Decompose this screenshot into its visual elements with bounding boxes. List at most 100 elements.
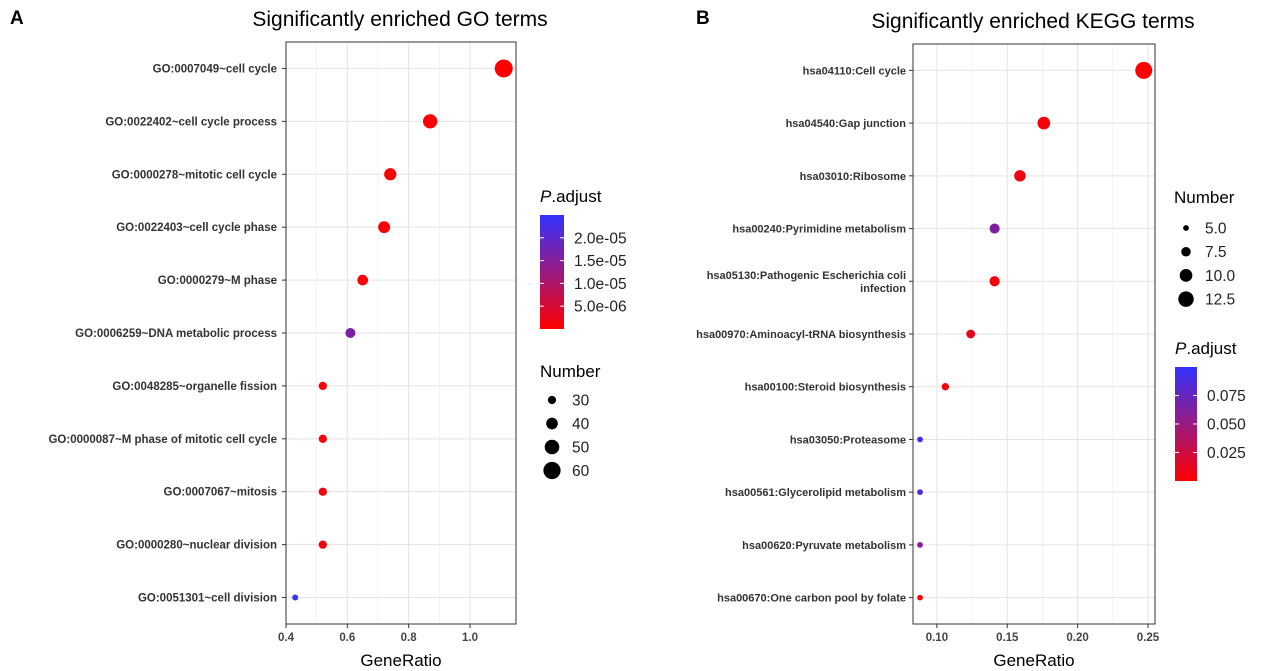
data-point — [318, 487, 327, 496]
category-label-line: infection — [860, 283, 906, 295]
size-legend-circle — [1181, 246, 1191, 257]
panel-letter: A — [10, 8, 24, 29]
chart-title: Significantly enriched GO terms — [252, 8, 547, 31]
size-legend-label: 10.0 — [1205, 268, 1236, 285]
category-label: hsa04540:Gap junction — [786, 118, 907, 130]
color-legend-title-rest: .adjust — [1186, 339, 1236, 358]
color-legend-label: 1.0e-05 — [574, 276, 627, 293]
color-legend-bar — [1175, 367, 1197, 481]
category-label: hsa00620:Pyruvate metabolism — [742, 540, 906, 552]
size-legend-label: 7.5 — [1205, 244, 1227, 261]
category-label-line: GO:0048285~organelle fission — [112, 381, 277, 393]
category-label: GO:0051301~cell division — [138, 593, 277, 605]
category-label-line: GO:0000280~nuclear division — [116, 540, 277, 552]
data-point — [1037, 116, 1051, 130]
size-legend-circle — [544, 439, 560, 455]
color-legend-label: 0.050 — [1207, 417, 1246, 434]
category-label: GO:0022402~cell cycle process — [105, 116, 277, 128]
color-legend-title-italic: P — [1175, 339, 1187, 358]
x-tick-label: 0.8 — [401, 632, 418, 644]
data-points — [917, 61, 1153, 601]
x-tick-label: 1.0 — [462, 632, 478, 644]
category-label-line: GO:0051301~cell division — [138, 593, 277, 605]
category-label: hsa00561:Glycerolipid metabolism — [725, 487, 906, 499]
data-point — [318, 540, 327, 549]
category-label-line: GO:0000279~M phase — [158, 275, 277, 287]
color-legend: P.adjust 2.0e-05 1.5e-05 1.0e-05 5.0e-06 — [540, 187, 627, 329]
x-axis-label: GeneRatio — [360, 651, 441, 670]
color-legend-title-rest: .adjust — [551, 187, 601, 206]
x-tick-label: 0.10 — [926, 632, 948, 644]
category-label: hsa00970:Aminoacyl-tRNA biosynthesis — [696, 329, 906, 341]
color-legend-title-italic: P — [540, 187, 552, 206]
color-legend-title: P.adjust — [540, 187, 602, 206]
data-point — [966, 329, 976, 339]
size-legend: Number 30 40 50 60 — [540, 362, 601, 480]
category-label-line: GO:0022403~cell cycle phase — [116, 222, 277, 234]
data-point — [917, 436, 923, 443]
category-label: GO:0048285~organelle fission — [112, 381, 277, 393]
category-label: hsa05130:Pathogenic Escherichia coli infe… — [707, 270, 907, 295]
category-label-line: GO:0000278~mitotic cell cycle — [112, 169, 277, 181]
category-label-line: GO:0006259~DNA metabolic process — [75, 328, 277, 340]
size-legend-title: Number — [1174, 188, 1235, 207]
size-legend-label: 30 — [572, 393, 590, 410]
color-legend-label: 2.0e-05 — [574, 230, 627, 247]
size-legend-label: 5.0 — [1205, 221, 1227, 238]
size-legend-label: 50 — [572, 440, 590, 457]
color-legend-label: 0.075 — [1207, 388, 1246, 405]
data-point — [422, 114, 438, 129]
size-legend-circle — [1178, 291, 1194, 307]
data-point — [494, 59, 513, 78]
category-label-line: hsa00561:Glycerolipid metabolism — [725, 487, 906, 499]
category-label-line: hsa00620:Pyruvate metabolism — [742, 540, 906, 552]
data-point — [384, 168, 397, 181]
size-legend-label: 60 — [572, 463, 590, 480]
category-label: GO:0007049~cell cycle — [153, 63, 277, 75]
data-point — [1014, 170, 1026, 182]
x-tick-label: 0.20 — [1066, 632, 1088, 644]
category-label-line: GO:0000087~M phase of mitotic cell cycle — [48, 434, 277, 446]
category-label: GO:0000280~nuclear division — [116, 540, 277, 552]
chart-title: Significantly enriched KEGG terms — [871, 10, 1194, 33]
panel-letter: B — [696, 8, 710, 29]
data-point — [989, 223, 1000, 234]
data-point — [1135, 61, 1153, 79]
category-label: GO:0006259~DNA metabolic process — [75, 328, 277, 340]
category-label: hsa00100:Steroid biosynthesis — [745, 382, 906, 394]
category-label-line: hsa00970:Aminoacyl-tRNA biosynthesis — [696, 329, 906, 341]
data-point — [378, 221, 391, 234]
category-label: hsa04110:Cell cycle — [803, 65, 906, 77]
size-legend-label: 12.5 — [1205, 292, 1235, 309]
size-legend-circle — [546, 417, 558, 430]
color-legend-label: 0.025 — [1207, 445, 1246, 462]
data-point — [318, 434, 327, 443]
category-label-line: hsa03050:Proteasome — [790, 434, 906, 446]
panel-b: B Significantly enriched KEGG terms hsa041… — [696, 8, 1246, 670]
x-tick-label: 0.6 — [339, 632, 355, 644]
x-tick-label: 0.4 — [278, 632, 295, 644]
data-point — [292, 594, 299, 601]
size-legend-circle — [1183, 225, 1189, 231]
category-label-line: GO:0007049~cell cycle — [153, 63, 277, 75]
category-label: GO:0000087~M phase of mitotic cell cycle — [48, 434, 277, 446]
x-axis-label: GeneRatio — [993, 651, 1074, 670]
data-points — [292, 59, 513, 601]
category-label: hsa00670:One carbon pool by folate — [717, 593, 906, 605]
category-label: hsa00240:Pyrimidine metabolism — [732, 224, 906, 236]
category-label-line: hsa04540:Gap junction — [786, 118, 907, 130]
category-label-line: hsa00100:Steroid biosynthesis — [745, 382, 906, 394]
x-tick-label: 0.25 — [1137, 632, 1160, 644]
category-label: GO:0000279~M phase — [158, 275, 277, 287]
category-label-line: GO:0007067~mitosis — [164, 487, 277, 499]
data-point — [989, 276, 1000, 287]
color-legend-title: P.adjust — [1175, 339, 1237, 358]
color-legend-label: 1.5e-05 — [574, 253, 627, 270]
category-label-line: hsa00240:Pyrimidine metabolism — [732, 224, 906, 236]
category-label-line: GO:0022402~cell cycle process — [105, 116, 277, 128]
data-point — [318, 381, 327, 391]
data-point — [917, 542, 923, 548]
category-label-line: hsa05130:Pathogenic Escherichia coli — [707, 270, 906, 282]
category-label: GO:0007067~mitosis — [164, 487, 277, 499]
size-legend-circle — [1179, 269, 1193, 282]
